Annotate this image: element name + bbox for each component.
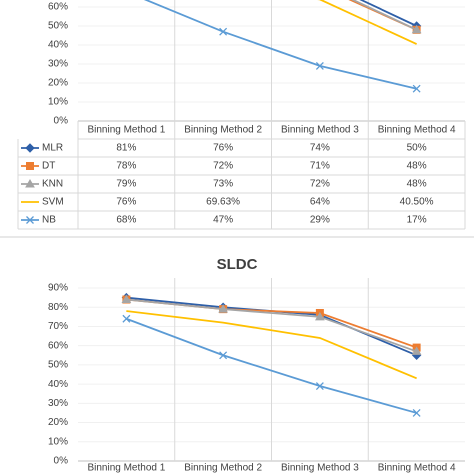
marker	[412, 84, 421, 93]
y-tick-label: 20%	[48, 78, 68, 89]
table-value: 47%	[213, 215, 233, 226]
table-value: 79%	[116, 179, 136, 190]
series-line	[359, 0, 418, 27]
x-tick-label: Binning Method 1	[87, 463, 165, 474]
x-tick-label: Binning Method 3	[281, 125, 359, 136]
y-tick-label: 40%	[48, 40, 68, 51]
legend-label: DT	[42, 161, 55, 172]
table-value: 48%	[407, 161, 427, 172]
y-tick-label: 60%	[48, 2, 68, 13]
y-tick-label: 50%	[48, 21, 68, 32]
legend-label: KNN	[42, 179, 63, 190]
series-line	[351, 0, 418, 31]
table-value: 74%	[310, 143, 330, 154]
marker	[315, 61, 324, 70]
y-tick-label: 90%	[48, 283, 68, 294]
table-value: 81%	[116, 143, 136, 154]
table-value: 17%	[407, 215, 427, 226]
x-tick-label: Binning Method 4	[378, 463, 456, 474]
table-value: 69.63%	[206, 197, 240, 208]
series-line	[317, 0, 418, 45]
marker	[315, 311, 325, 321]
x-tick-label: Binning Method 2	[184, 463, 262, 474]
x-tick-label: Binning Method 1	[87, 125, 165, 136]
table-value: 40.50%	[400, 197, 434, 208]
table-value: 64%	[310, 197, 330, 208]
table-value: 50%	[407, 143, 427, 154]
x-tick-label: Binning Method 4	[378, 125, 456, 136]
series-line	[126, 317, 417, 414]
table-value: 48%	[407, 179, 427, 190]
marker	[25, 178, 35, 188]
marker	[219, 351, 228, 360]
y-tick-label: 80%	[48, 302, 68, 313]
legend-label: SVM	[42, 197, 64, 208]
marker	[411, 24, 422, 34]
y-tick-label: 30%	[48, 59, 68, 70]
table-value: 76%	[116, 197, 136, 208]
marker	[26, 162, 34, 170]
table-value: 29%	[310, 215, 330, 226]
y-tick-label: 40%	[48, 379, 68, 390]
table-value: 72%	[213, 161, 233, 172]
legend-label: NB	[42, 215, 56, 226]
plot	[121, 292, 422, 417]
y-tick-label: 60%	[48, 340, 68, 351]
marker	[411, 346, 422, 355]
y-tick-label: 0%	[54, 116, 69, 127]
marker	[25, 143, 35, 153]
plot	[143, 0, 422, 93]
y-tick-label: 10%	[48, 436, 68, 447]
marker	[218, 304, 228, 313]
marker	[122, 314, 131, 323]
y-tick-label: 20%	[48, 417, 68, 428]
table-value: 72%	[310, 179, 330, 190]
table-value: 78%	[116, 161, 136, 172]
table-value: 68%	[116, 215, 136, 226]
y-tick-label: 10%	[48, 97, 68, 108]
series-line	[126, 298, 417, 353]
chart-title: SLDC	[217, 256, 258, 273]
marker	[412, 408, 421, 417]
marker	[26, 216, 34, 224]
x-tick-label: Binning Method 3	[281, 463, 359, 474]
marker	[121, 294, 132, 304]
y-tick-label: 70%	[48, 321, 68, 332]
table-value: 73%	[213, 179, 233, 190]
legend-label: MLR	[42, 143, 63, 154]
table-value: 76%	[213, 143, 233, 154]
y-tick-label: 30%	[48, 398, 68, 409]
y-tick-label: 50%	[48, 360, 68, 371]
marker	[315, 382, 324, 390]
series-line	[143, 0, 417, 90]
table-value: 71%	[310, 161, 330, 172]
y-tick-label: 0%	[54, 456, 69, 467]
marker	[219, 27, 228, 36]
x-tick-label: Binning Method 2	[184, 125, 262, 136]
series-line	[126, 310, 417, 380]
